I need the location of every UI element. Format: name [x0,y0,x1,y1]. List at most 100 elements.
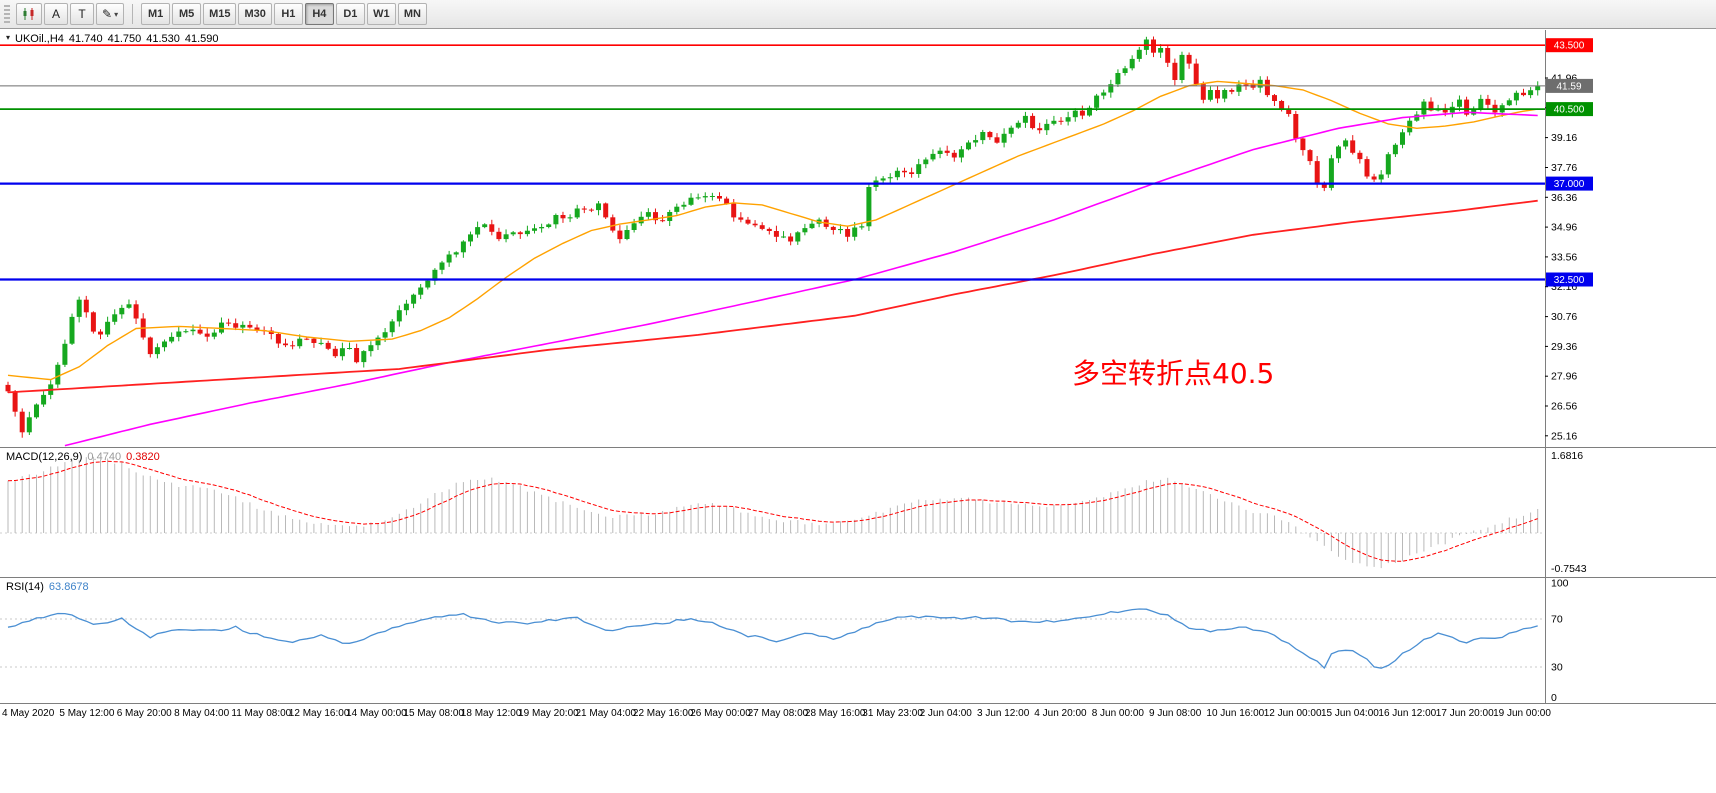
time-axis-label: 15 May 08:00 [403,708,464,719]
price-axis[interactable]: 41.9640.5639.1637.7636.3634.9633.5632.16… [1545,73,1577,443]
time-axis-label: 6 May 20:00 [117,708,172,719]
macd-title: MACD(12,26,9) [6,451,83,463]
rsi-value: 63.8678 [48,581,89,593]
ohlc-close: 41.590 [184,33,219,45]
macd-indicator: 1.6816 -0.7543 [0,450,1587,575]
time-axis-label: 28 May 16:00 [805,708,866,719]
macd-axis-max: 1.6816 [1551,450,1583,462]
timeframe-button-m5[interactable]: M5 [172,3,202,25]
macd-main-value: 0.4740 [87,451,122,463]
ohlc-high: 41.750 [107,33,142,45]
chart-type-button[interactable] [16,3,42,25]
text-tool-button[interactable]: T [70,3,94,25]
time-axis-label: 3 Jun 12:00 [977,708,1030,719]
chevron-down-icon: ▾ [114,9,119,19]
chart-annotation-text[interactable]: 多空转折点40.5 [1072,357,1275,390]
timeframe-button-d1[interactable]: D1 [335,3,365,25]
price-axis-label: 37.76 [1551,162,1577,174]
timeframe-button-m1[interactable]: M1 [141,3,171,25]
rsi-level-label: 30 [1551,662,1563,674]
time-axis-label: 21 May 04:00 [576,708,637,719]
ma-slow-line [7,199,1538,394]
ma-fast-line [7,80,1538,381]
price-badges: 43.500 41.59 40.500 37.000 32.500 [1546,38,1593,287]
time-axis-label: 31 May 23:00 [862,708,923,719]
price-axis-label: 36.36 [1551,192,1577,204]
price-axis-label: 26.56 [1551,401,1577,413]
svg-text:43.500: 43.500 [1554,41,1585,52]
time-axis-label: 27 May 08:00 [748,708,809,719]
ma-mid-line [64,111,1538,447]
rsi-level-label: 100 [1551,578,1569,590]
time-axis-label: 12 Jun 00:00 [1264,708,1322,719]
time-axis-label: 12 May 16:00 [289,708,350,719]
price-axis-label: 33.56 [1551,251,1577,263]
timeframe-button-mn[interactable]: MN [397,3,427,25]
macd-signal-line [7,460,1538,562]
price-axis-label: 27.96 [1551,371,1577,383]
macd-axis-min: -0.7543 [1551,563,1587,575]
svg-text:40.500: 40.500 [1554,105,1585,116]
price-badge-41.59: 41.59 [1546,78,1593,93]
timeframe-button-m15[interactable]: M15 [203,3,237,25]
price-axis-label: 34.96 [1551,222,1577,234]
toolbar-grip[interactable] [4,5,10,23]
drawing-tools-button[interactable]: ✎ ▾ [96,3,125,25]
time-axis-label: 26 May 00:00 [690,708,751,719]
time-axis-label: 15 Jun 04:00 [1321,708,1379,719]
time-axis[interactable]: 4 May 2020 5 May 12:00 6 May 20:00 8 May 04… [2,708,1551,719]
timeframe-button-w1[interactable]: W1 [366,3,396,25]
toolbar-separator [132,4,134,24]
rsi-indicator: 100 70 30 0 [0,578,1569,704]
ohlc-open: 41.740 [68,33,103,45]
price-axis-label: 30.76 [1551,311,1577,323]
macd-signal-value: 0.3820 [126,451,160,463]
chart-title: ▾ UKOil.,H4 41.740 41.750 41.530 41.590 [6,33,224,45]
time-axis-label: 4 May 2020 [2,708,55,719]
candlestick-series [5,36,1541,438]
ohlc-low: 41.530 [146,33,180,45]
time-axis-label: 19 May 20:00 [518,708,579,719]
macd-label: MACD(12,26,9) 0.4740 0.3820 [6,451,165,463]
price-badge-37.000: 37.000 [1546,176,1593,191]
rsi-label: RSI(14) 63.8678 [6,581,94,593]
timeframe-button-h1[interactable]: H1 [273,3,303,25]
candlestick-chart-icon [23,8,34,20]
time-axis-label: 10 Jun 16:00 [1206,708,1264,719]
cursor-tool-button[interactable]: A [44,3,68,25]
svg-text:37.000: 37.000 [1554,179,1585,190]
time-axis-label: 17 Jun 20:00 [1436,708,1494,719]
time-axis-label: 5 May 12:00 [59,708,114,719]
time-axis-label: 8 May 04:00 [174,708,229,719]
time-axis-label: 11 May 08:00 [231,708,291,719]
rsi-level-label: 70 [1551,614,1563,626]
panel-borders [0,30,1716,704]
time-axis-label: 22 May 16:00 [633,708,694,719]
price-badge-43.500: 43.500 [1546,38,1593,53]
price-axis-label: 25.16 [1551,430,1577,442]
time-axis-label: 4 Jun 20:00 [1034,708,1087,719]
horizontal-level-lines [0,44,1545,281]
price-axis-label: 29.36 [1551,341,1577,353]
timeframe-group: M1 M5 M15 M30 H1 H4 D1 W1 MN [141,3,427,25]
time-axis-label: 2 Jun 04:00 [920,708,973,719]
time-axis-label: 16 Jun 12:00 [1378,708,1436,719]
timeframe-button-h4[interactable]: H4 [304,3,334,25]
toolbar: A T ✎ ▾ M1 M5 M15 M30 H1 H4 D1 W1 MN [0,0,1716,29]
timeframe-button-m30[interactable]: M30 [238,3,272,25]
time-axis-label: 8 Jun 00:00 [1092,708,1145,719]
time-axis-label: 9 Jun 08:00 [1149,708,1202,719]
symbol-marker-icon: ▾ [6,33,11,42]
rsi-level-label: 0 [1551,692,1557,704]
pencil-icon: ✎ [102,7,113,21]
svg-text:41.59: 41.59 [1556,81,1581,92]
rsi-line [7,608,1538,670]
time-axis-label: 19 Jun 00:00 [1493,708,1551,719]
price-axis-label: 39.16 [1551,132,1577,144]
time-axis-label: 18 May 12:00 [461,708,522,719]
symbol-name: UKOil.,H4 [15,33,64,45]
time-axis-label: 14 May 00:00 [346,708,407,719]
price-badge-32.500: 32.500 [1546,272,1593,287]
